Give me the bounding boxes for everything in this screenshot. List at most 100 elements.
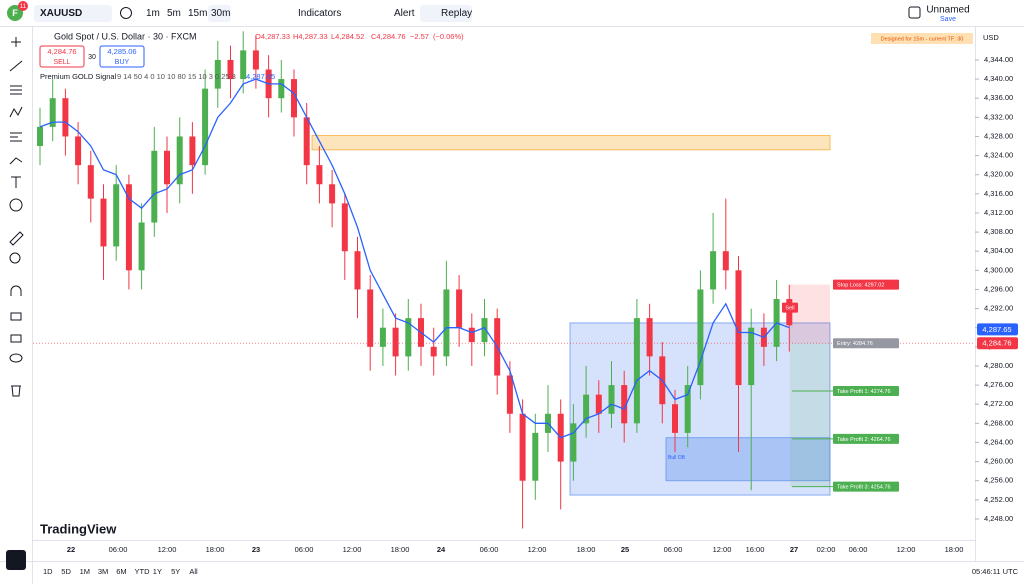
candle-body	[240, 50, 247, 80]
candle-body	[138, 222, 145, 271]
tool-emoji[interactable]	[9, 198, 23, 212]
range-button[interactable]: 5D	[61, 567, 71, 576]
price-tag	[977, 323, 1018, 336]
tool-text[interactable]	[11, 176, 21, 188]
checkbox[interactable]	[908, 6, 921, 19]
candle-body	[392, 327, 399, 357]
y-tick-label: 4,328.00	[984, 131, 1013, 140]
y-tick-label: 4,340.00	[984, 74, 1013, 83]
candle-body	[697, 289, 704, 386]
avatar-letter: F	[12, 8, 18, 18]
candle-body	[430, 346, 437, 357]
buy-button[interactable]	[99, 45, 145, 68]
candle-body	[291, 79, 297, 118]
range-button[interactable]: 1Y	[153, 567, 162, 576]
top-bar	[0, 0, 1024, 26]
symbol: XAUUSD	[40, 8, 82, 19]
replay-button[interactable]	[420, 5, 472, 22]
tool-lock-drawing[interactable]	[10, 312, 22, 321]
tool-lock[interactable]	[10, 334, 22, 343]
price-tag-label: 4,287.65	[982, 325, 1011, 334]
currency[interactable]: USD	[983, 33, 999, 42]
indicator-value: 4,287.65	[246, 72, 275, 81]
tool-trash[interactable]	[11, 385, 21, 397]
interval[interactable]: 1m	[146, 8, 160, 19]
tool-fib[interactable]	[10, 85, 22, 95]
candle-body	[468, 327, 475, 343]
object-tree[interactable]	[6, 550, 26, 570]
spread: 30	[88, 54, 96, 61]
ohlc-value: L4,284.52	[331, 32, 364, 41]
range-button[interactable]: All	[189, 567, 198, 576]
signal-label: Sell	[785, 306, 794, 312]
ohlc-value: −2.57	[410, 32, 429, 41]
x-tick-label: 18:00	[391, 545, 410, 554]
y-tick-label: 4,256.00	[984, 476, 1013, 485]
candle-body	[75, 136, 82, 166]
level-tag	[833, 338, 899, 349]
y-tick-label: 4,300.00	[984, 265, 1013, 274]
level-label: Take Profit 1: 4274.76	[837, 389, 891, 395]
level-label: Take Profit 2: 4264.76	[837, 437, 891, 443]
y-tick-label: 4,344.00	[984, 55, 1013, 64]
range-button[interactable]: 5Y	[171, 567, 180, 576]
candle-body	[49, 98, 56, 127]
x-tick-label: 06:00	[849, 545, 868, 554]
x-tick-label: 18:00	[206, 545, 225, 554]
y-tick-label: 4,292.00	[984, 304, 1013, 313]
sell-button[interactable]	[39, 45, 85, 68]
chart-title: Gold Spot / U.S. Dollar · 30 · FXCM	[54, 31, 197, 41]
candle-body	[62, 98, 69, 137]
range-button[interactable]: YTD	[135, 567, 151, 576]
bull-ob-label: Bull OB	[668, 455, 686, 461]
save[interactable]: Save	[940, 16, 956, 23]
interval[interactable]: 30m	[211, 8, 230, 19]
tool-cross[interactable]	[11, 37, 21, 47]
y-tick-label: 4,252.00	[984, 495, 1013, 504]
y-tick-label: 4,304.00	[984, 246, 1013, 255]
indicator-name: Premium GOLD Signal	[40, 72, 117, 81]
symbol-search[interactable]	[34, 5, 112, 22]
level-tag	[833, 279, 899, 290]
ohlc-value: H4,287.33	[293, 32, 328, 41]
tool-magnet[interactable]	[10, 285, 22, 296]
buy-label: BUY	[115, 59, 130, 66]
candle-body	[646, 318, 653, 357]
range-button[interactable]: 6M	[116, 567, 126, 576]
tool-ruler[interactable]	[9, 231, 24, 246]
ohlc-value: C4,284.76	[371, 32, 406, 41]
tool-zoom[interactable]	[9, 252, 21, 264]
buy-price: 4,285.06	[107, 47, 136, 56]
x-tick-label: 27	[790, 545, 798, 554]
tool-forecast[interactable]	[10, 132, 22, 142]
candle-body	[405, 318, 412, 357]
indicator-params: 9 14 50 4 0 10 10 80 15 10 3 0.25 3	[117, 72, 236, 81]
x-tick-label: 12:00	[158, 545, 177, 554]
interval[interactable]: 15m	[188, 8, 207, 19]
range-button[interactable]: 1M	[80, 567, 90, 576]
drawing-tools	[9, 37, 24, 397]
range-button[interactable]: 1D	[43, 567, 53, 576]
indicators[interactable]: Indicators	[298, 8, 341, 19]
interval[interactable]: 5m	[167, 8, 181, 19]
range-button[interactable]: 3M	[98, 567, 108, 576]
x-tick-label: 25	[621, 545, 629, 554]
candle-body	[621, 385, 628, 424]
tool-pattern[interactable]	[9, 106, 23, 118]
alert[interactable]: Alert	[394, 8, 415, 19]
watermark: TradingView	[40, 521, 117, 536]
x-tick-label: 18:00	[577, 545, 596, 554]
tool-brush[interactable]	[9, 157, 23, 165]
tool-eye[interactable]	[9, 353, 23, 363]
layout-name[interactable]: Unnamed	[926, 5, 969, 16]
candle-body	[633, 318, 640, 424]
tool-line[interactable]	[9, 60, 23, 72]
add-symbol[interactable]	[120, 7, 132, 19]
badge	[18, 1, 28, 11]
y-tick-label: 4,332.00	[984, 112, 1013, 121]
candle-body	[379, 327, 386, 347]
ohlc-value: O4,287.33	[255, 32, 290, 41]
y-tick-label: 4,276.00	[984, 380, 1013, 389]
x-tick-label: 12:00	[343, 545, 362, 554]
